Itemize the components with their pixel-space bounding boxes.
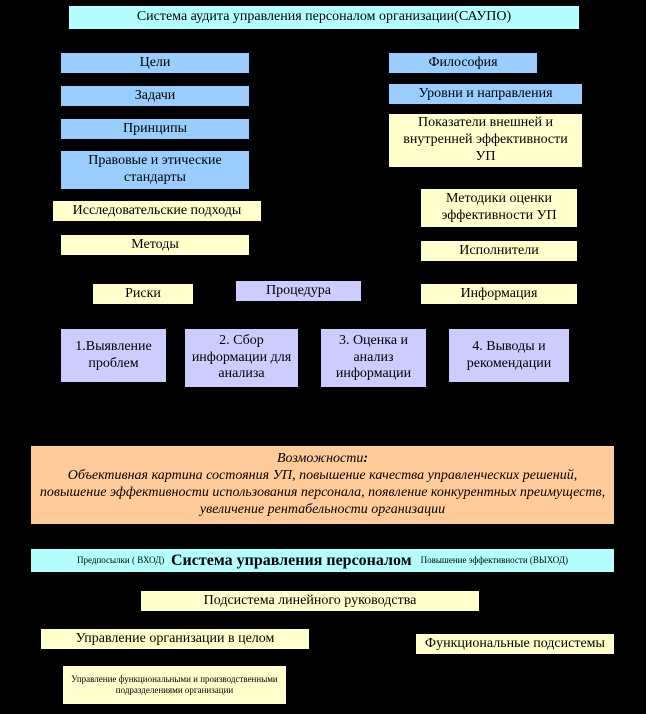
sup-bar: Предпосылки ( ВХОД) Система управления п…: [30, 548, 615, 573]
research: Исследовательские подходы: [52, 200, 262, 222]
title: Система аудита управления персоналом орг…: [68, 5, 580, 30]
methodics: Методики оценки эффективности УП: [420, 188, 578, 228]
opportunities: Возможности:Объективная картина состояни…: [30, 445, 615, 525]
org-mgmt: Управление организации в целом: [40, 628, 310, 650]
principles: Принципы: [60, 118, 250, 140]
executors: Исполнители: [420, 240, 578, 262]
information: Информация: [420, 283, 578, 305]
dept-mgmt: Управление функциональными и производств…: [62, 665, 287, 705]
methods: Методы: [60, 234, 250, 256]
linear: Подсистема линейного руководства: [140, 590, 480, 612]
step3: 3. Оценка и анализ информации: [320, 328, 427, 388]
step2: 2. Сбор информации для анализа: [184, 328, 299, 388]
philosophy: Философия: [388, 52, 538, 74]
step4: 4. Выводы и рекомендации: [448, 328, 570, 383]
tasks: Задачи: [60, 85, 250, 107]
legal: Правовые и этические стандарты: [60, 150, 250, 190]
functional: Функциональные подсистемы: [415, 633, 615, 655]
risks: Риски: [92, 283, 194, 305]
arrow-down-icon: [555, 435, 565, 445]
goals: Цели: [60, 52, 250, 74]
levels: Уровни и направления: [388, 83, 583, 105]
indicators: Показатели внешней и внутренней эффектив…: [388, 113, 583, 168]
step1: 1.Выявление проблем: [60, 328, 167, 383]
procedure: Процедура: [235, 280, 362, 302]
